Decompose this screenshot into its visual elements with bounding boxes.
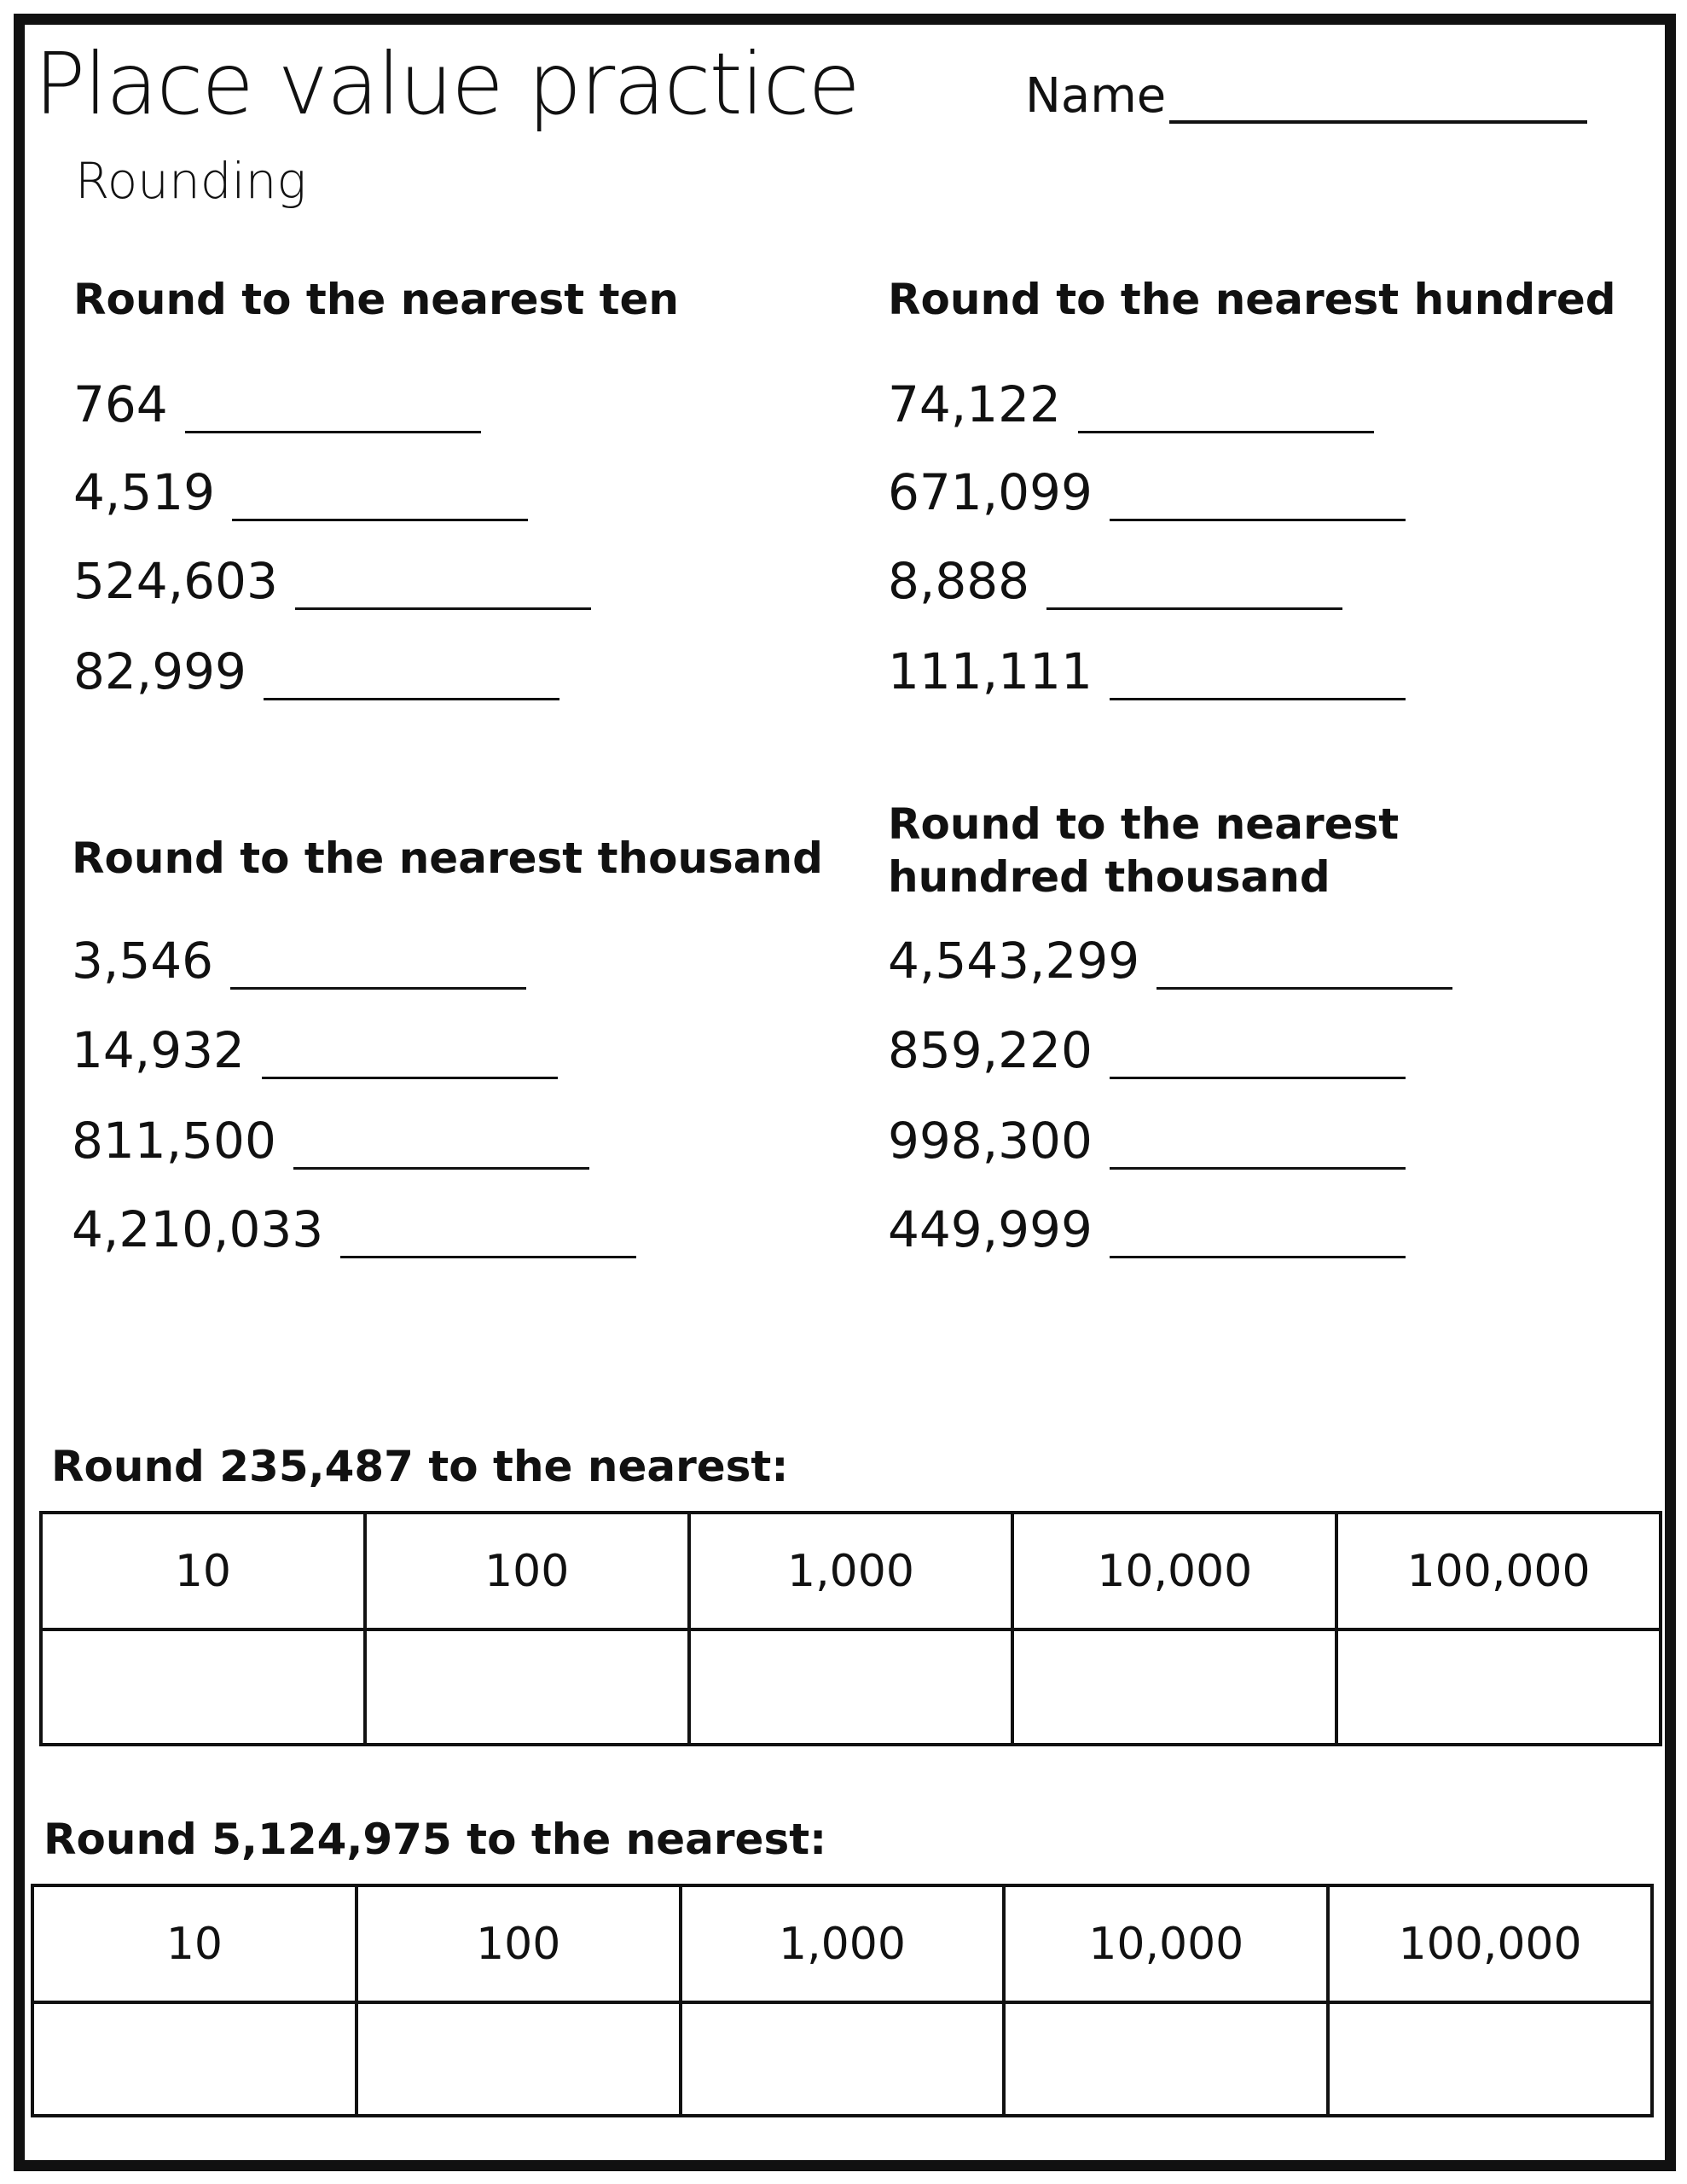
rounding-item: 74,122 [888,375,1374,433]
page-subtitle: Rounding [75,152,307,210]
answer-cell[interactable] [1002,2001,1330,2117]
item-number: 859,220 [888,1021,1093,1079]
rounding-item: 4,210,033 [72,1200,637,1258]
column-header: 1,000 [687,1511,1015,1631]
item-number: 764 [73,375,168,433]
table-header-row: 10 100 1,000 10,000 100,000 [31,1884,1654,2004]
answer-blank[interactable] [263,655,559,700]
heading-line: Round to the nearest [888,799,1400,849]
answer-blank[interactable] [1109,1034,1406,1079]
name-blank[interactable] [1169,73,1588,124]
section-heading-ten: Round to the nearest ten [73,275,680,324]
table-prompt-1: Round 235,487 to the nearest: [51,1442,789,1491]
heading-line: hundred thousand [888,852,1330,902]
answer-blank[interactable] [293,1124,589,1170]
item-number: 524,603 [73,552,278,610]
item-number: 111,111 [888,642,1093,700]
section-heading-hundred: Round to the nearest hundred [888,275,1616,324]
page-border [14,14,1676,2171]
item-number: 82,999 [73,642,246,700]
item-number: 4,210,033 [72,1200,324,1258]
rounding-item: 4,519 [73,463,529,521]
rounding-item: 998,300 [888,1112,1406,1170]
rounding-item: 82,999 [73,642,559,700]
answer-blank[interactable] [1157,944,1453,990]
item-number: 74,122 [888,375,1061,433]
rounding-item: 764 [73,375,481,433]
column-header: 10,000 [1002,1884,1330,2004]
answer-cell[interactable] [31,2001,358,2117]
item-number: 449,999 [888,1200,1093,1258]
answer-blank[interactable] [340,1213,637,1258]
section-heading-thousand: Round to the nearest thousand [72,834,823,883]
item-number: 4,543,299 [888,932,1140,990]
item-number: 811,500 [72,1112,276,1170]
column-header: 100,000 [1326,1884,1654,2004]
answer-cell[interactable] [1335,1628,1662,1746]
answer-cell[interactable] [39,1628,367,1746]
rounding-item: 3,546 [72,932,527,990]
rounding-item: 524,603 [73,552,591,610]
rounding-item: 449,999 [888,1200,1406,1258]
rounding-item: 8,888 [888,552,1343,610]
name-field[interactable]: Name [1025,68,1588,124]
rounding-item: 859,220 [888,1021,1406,1079]
answer-cell[interactable] [1326,2001,1654,2117]
item-number: 671,099 [888,463,1093,521]
answer-cell[interactable] [678,2001,1006,2117]
rounding-table-1: 10 100 1,000 10,000 100,000 [39,1511,1662,1746]
answer-blank[interactable] [230,944,527,990]
rounding-item: 14,932 [72,1021,558,1079]
rounding-item: 4,543,299 [888,932,1453,990]
item-number: 4,519 [73,463,216,521]
answer-blank[interactable] [1109,1213,1406,1258]
column-header: 1,000 [678,1884,1006,2004]
answer-blank[interactable] [294,565,591,610]
item-number: 8,888 [888,552,1030,610]
column-header: 10 [31,1884,358,2004]
item-number: 998,300 [888,1112,1093,1170]
rounding-item: 811,500 [72,1112,589,1170]
answer-blank[interactable] [1109,476,1406,521]
answer-cell[interactable] [687,1628,1015,1746]
rounding-table-2: 10 100 1,000 10,000 100,000 [31,1884,1654,2117]
answer-cell[interactable] [362,1628,691,1746]
page-title: Place value practice [34,34,861,134]
answer-cell[interactable] [354,2001,682,2117]
answer-blank[interactable] [1077,388,1374,433]
name-label: Name [1025,68,1167,124]
item-number: 14,932 [72,1021,245,1079]
answer-blank[interactable] [1109,1124,1406,1170]
table-header-row: 10 100 1,000 10,000 100,000 [39,1511,1662,1631]
answer-blank[interactable] [184,388,481,433]
answer-blank[interactable] [1109,655,1406,700]
table-answer-row [39,1628,1662,1746]
answer-cell[interactable] [1011,1628,1339,1746]
rounding-item: 671,099 [888,463,1406,521]
answer-blank[interactable] [261,1034,558,1079]
rounding-item: 111,111 [888,642,1406,700]
section-heading-hundred-thousand: Round to the nearest hundred thousand [888,798,1399,903]
column-header: 10,000 [1011,1511,1339,1631]
table-prompt-2: Round 5,124,975 to the nearest: [43,1815,827,1864]
item-number: 3,546 [72,932,214,990]
answer-blank[interactable] [1046,565,1343,610]
column-header: 100 [354,1884,682,2004]
table-answer-row [31,2001,1654,2117]
column-header: 10 [39,1511,367,1631]
answer-blank[interactable] [232,476,529,521]
column-header: 100,000 [1335,1511,1662,1631]
column-header: 100 [362,1511,691,1631]
